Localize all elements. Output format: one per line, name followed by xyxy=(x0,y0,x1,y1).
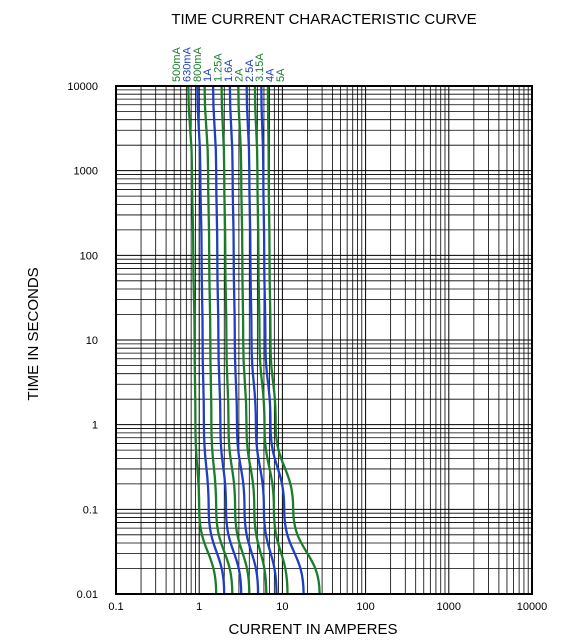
series-curve-4A xyxy=(260,84,305,596)
series-label-800mA: 800mA xyxy=(192,46,204,82)
y-axis-label: TIME IN SECONDS xyxy=(25,267,42,400)
y-tick-label: 1000 xyxy=(74,166,98,178)
x-tick-label: 10000 xyxy=(517,601,548,613)
grid xyxy=(115,86,532,595)
series-curve-1A xyxy=(211,84,243,596)
series-curve-800mA xyxy=(203,84,234,596)
series-curve-500mA xyxy=(187,84,218,596)
series-label-1.25A: 1.25A xyxy=(213,53,225,82)
series-label-2A: 2A xyxy=(233,68,245,82)
y-tick-labels: 10000 1000 100 10 1 0.1 0.01 xyxy=(67,81,98,601)
x-tick-label: 1000 xyxy=(437,601,461,613)
series-curve-5A xyxy=(266,84,321,596)
y-tick-label: 1 xyxy=(92,420,98,432)
x-tick-label: 100 xyxy=(356,601,374,613)
series-label-1A: 1A xyxy=(202,68,214,82)
x-tick-labels: 0.1 1 10 100 1000 10000 xyxy=(108,601,547,613)
series-label-2.5A: 2.5A xyxy=(244,59,256,82)
y-tick-label: 100 xyxy=(80,250,98,262)
series-curve-3.15A xyxy=(253,84,289,596)
y-tick-label: 0.1 xyxy=(83,504,98,516)
series-label-1.6A: 1.6A xyxy=(223,59,235,82)
x-tick-label: 10 xyxy=(276,601,288,613)
series-label-500mA: 500mA xyxy=(171,46,183,82)
series-curve-2A xyxy=(237,84,268,596)
series-curve-1.25A xyxy=(220,84,251,596)
x-tick-label: 1 xyxy=(196,601,202,613)
y-tick-label: 10 xyxy=(86,335,98,347)
plot-frame xyxy=(115,85,533,595)
series-curve-630mA xyxy=(196,84,226,596)
y-tick-label: 0.01 xyxy=(77,589,98,601)
series-label-3.15A: 3.15A xyxy=(254,53,266,82)
chart-title: TIME CURRENT CHARACTERISTIC CURVE xyxy=(171,11,476,28)
series-curves xyxy=(187,84,321,596)
series-label-4A: 4A xyxy=(265,68,277,82)
series-curve-1.6A xyxy=(228,84,260,596)
x-axis-label: CURRENT IN AMPERES xyxy=(229,621,398,638)
series-curve-2.5A xyxy=(245,84,278,596)
series-label-5A: 5A xyxy=(275,68,287,82)
y-tick-label: 10000 xyxy=(67,81,98,93)
x-tick-label: 0.1 xyxy=(108,601,123,613)
series-labels: 500mA630mA800mA1A1.25A1.6A2A2.5A3.15A4A5… xyxy=(171,46,287,82)
series-label-630mA: 630mA xyxy=(181,46,193,82)
